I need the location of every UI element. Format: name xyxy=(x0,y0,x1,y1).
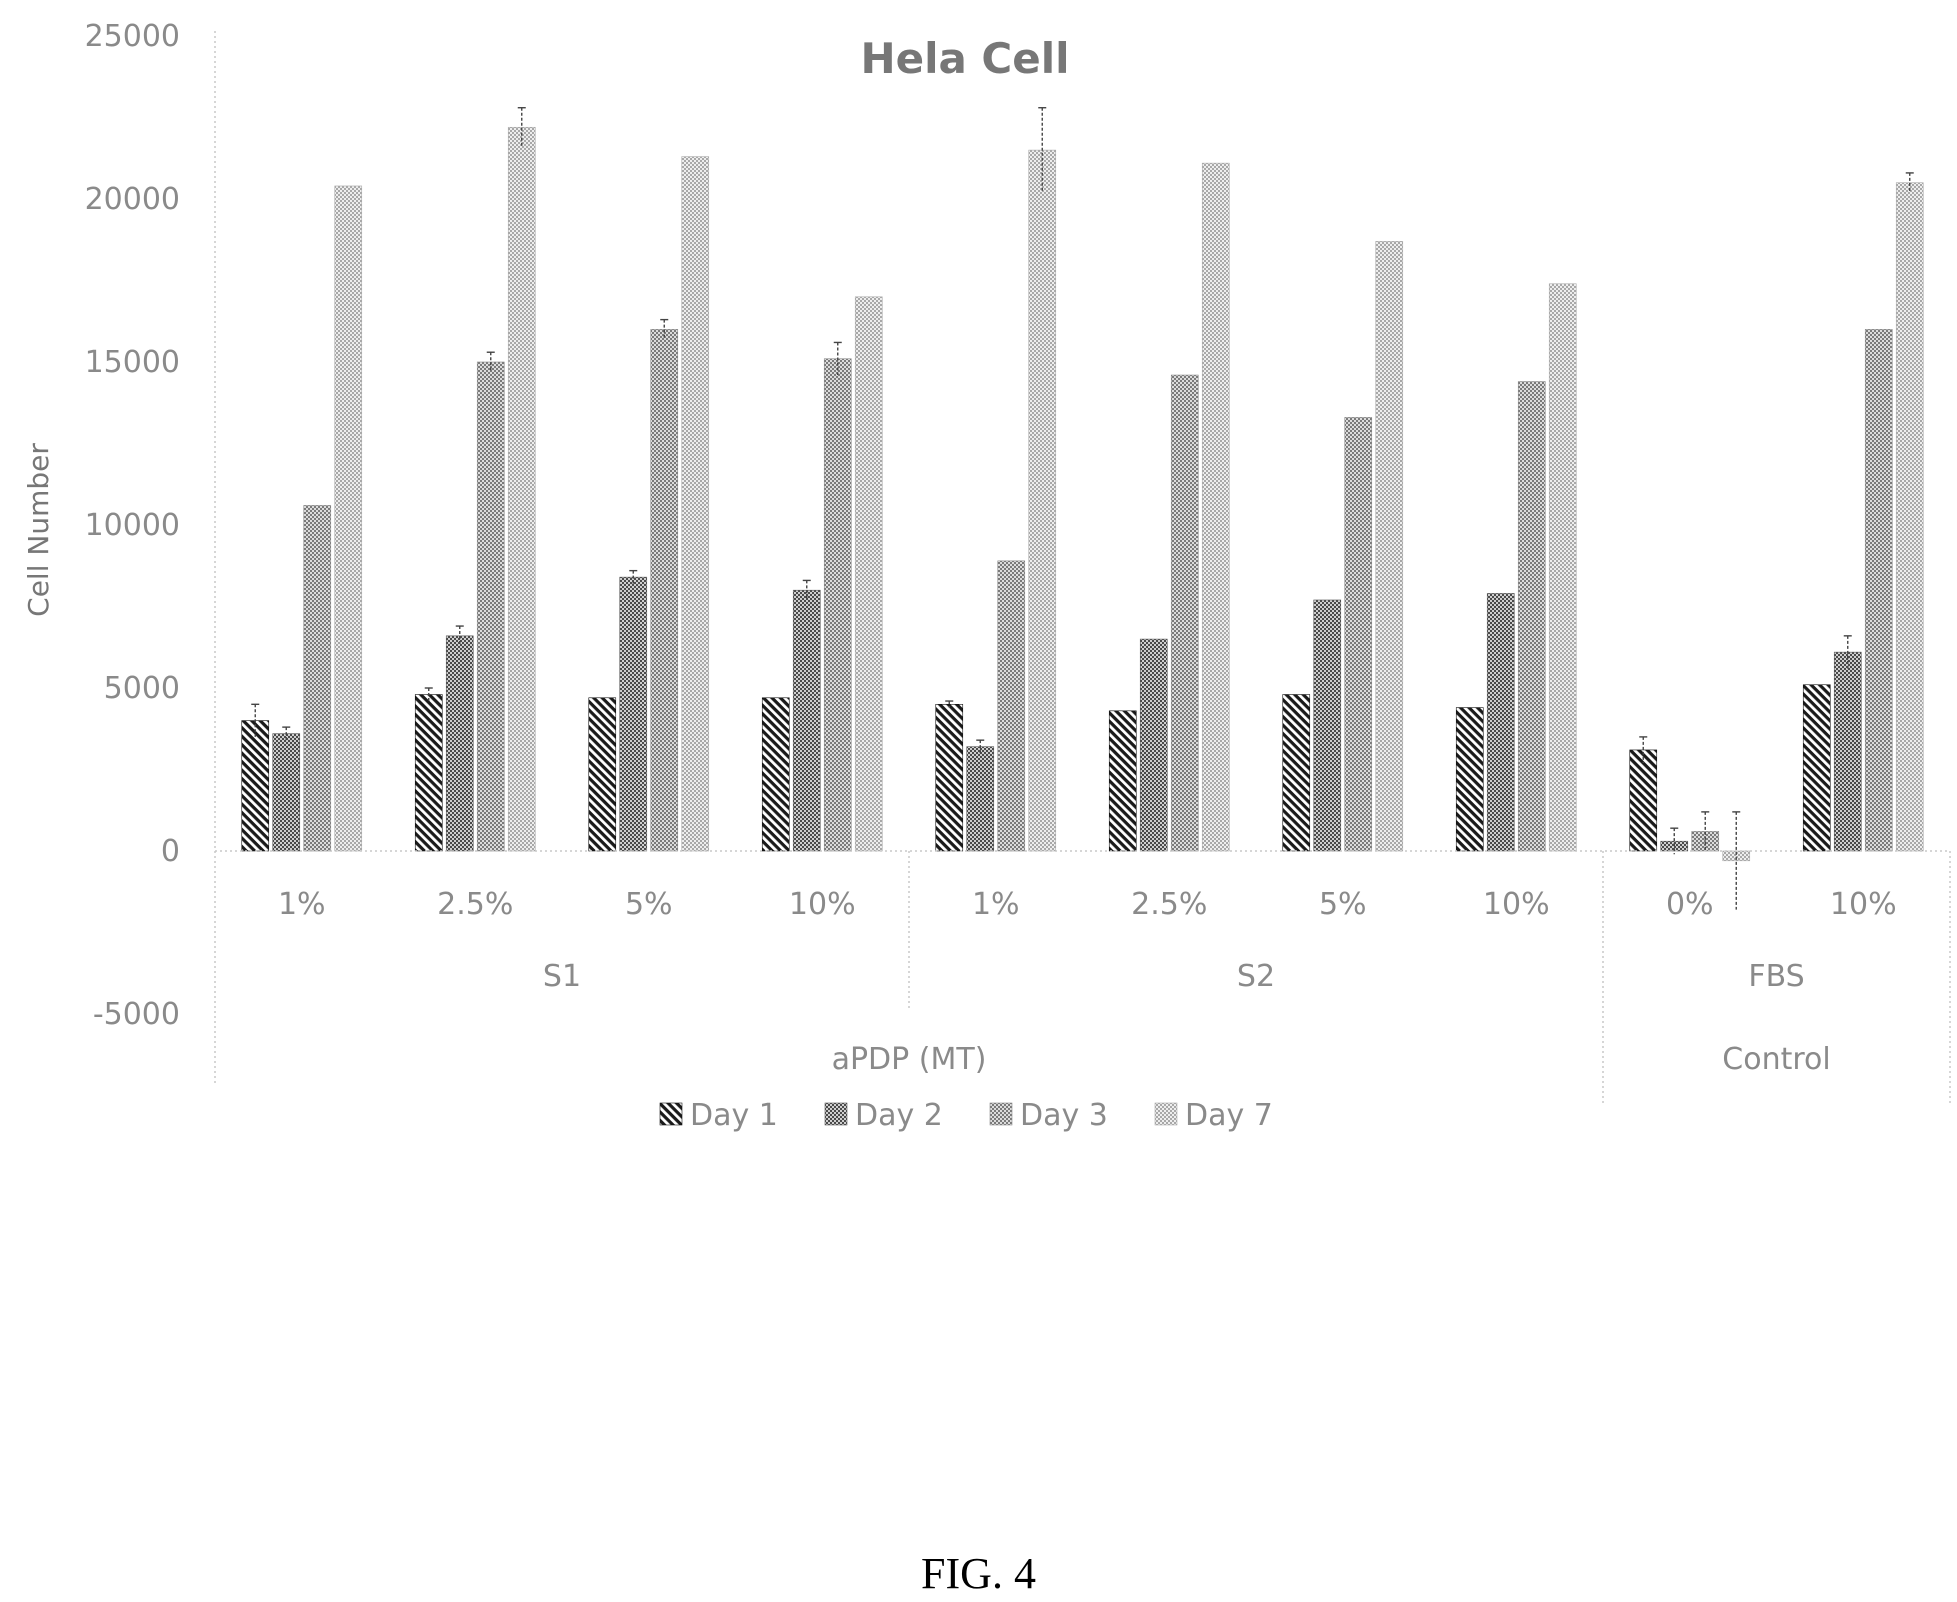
bar-day-7 xyxy=(1895,182,1924,852)
x-category-label: 0% xyxy=(1666,887,1714,922)
bar-day-7 xyxy=(1375,241,1404,852)
legend-entry: Day 7 xyxy=(1185,1098,1273,1133)
y-tick-label: -5000 xyxy=(93,997,180,1032)
legend-swatch xyxy=(1154,1102,1178,1126)
x-category-label: 2.5% xyxy=(437,887,513,922)
bar-day-7 xyxy=(681,156,710,852)
y-tick-label: 25000 xyxy=(85,19,180,54)
bar-day-3 xyxy=(1517,381,1546,852)
bar-day-2 xyxy=(1486,593,1515,852)
y-tick-label: 20000 xyxy=(85,182,180,217)
bar-day-7 xyxy=(1548,283,1577,852)
bar-day-1 xyxy=(935,703,964,852)
legend-swatch xyxy=(824,1102,848,1126)
legend: Day 1 Day 2 Day 3 Day 7 xyxy=(659,1098,1273,1133)
bar-day-1 xyxy=(1802,684,1831,852)
bar-day-2 xyxy=(1313,599,1342,852)
legend-entry: Day 3 xyxy=(1020,1098,1108,1133)
bar-day-2 xyxy=(619,576,648,852)
x-category-label: 5% xyxy=(625,887,673,922)
y-axis-label: Cell Number xyxy=(22,443,55,617)
bar-day-7 xyxy=(334,185,363,852)
bar-day-1 xyxy=(1282,694,1311,852)
bar-day-1 xyxy=(241,720,270,852)
bar-day-3 xyxy=(1344,417,1373,852)
bar-day-1 xyxy=(414,694,443,852)
x-category-label: 10% xyxy=(1483,887,1550,922)
figure-caption: FIG. 4 xyxy=(921,1549,1036,1598)
x-group-label: S1 xyxy=(543,959,581,994)
bar-day-2 xyxy=(966,746,995,852)
bar-day-3 xyxy=(650,329,679,852)
bar-day-3 xyxy=(823,358,852,852)
legend-entry: Day 1 xyxy=(690,1098,778,1133)
bars xyxy=(241,107,1924,910)
x-group-label: FBS xyxy=(1748,959,1804,994)
bar-day-1 xyxy=(1629,749,1658,852)
bar-day-7 xyxy=(854,296,883,852)
x-category-label: 1% xyxy=(972,887,1020,922)
bar-day-3 xyxy=(997,560,1026,852)
chart-title: Hela Cell xyxy=(860,34,1069,83)
bar-day-3 xyxy=(476,361,505,852)
x-category-label: 5% xyxy=(1319,887,1367,922)
bar-day-2 xyxy=(1139,638,1168,852)
bar-day-1 xyxy=(761,697,790,852)
x-group-label: S2 xyxy=(1237,959,1275,994)
bar-day-7 xyxy=(1028,149,1057,852)
bar-day-1 xyxy=(588,697,617,852)
x-category-label: 1% xyxy=(278,887,326,922)
bar-day-2 xyxy=(792,589,821,852)
bar-day-1 xyxy=(1108,710,1137,852)
legend-swatch xyxy=(989,1102,1013,1126)
bar-day-7 xyxy=(507,126,536,852)
x-category-label: 10% xyxy=(789,887,856,922)
y-tick-label: 10000 xyxy=(85,508,180,543)
y-tick-label: 15000 xyxy=(85,345,180,380)
legend-swatch xyxy=(659,1102,683,1126)
y-tick-label: 0 xyxy=(161,834,180,869)
bar-day-3 xyxy=(1170,374,1199,852)
y-tick-label: 5000 xyxy=(104,671,180,706)
x-axis-categories: 1% 2.5% 5% 10% 1% 2.5% 5% 10% 0% 10% S1 S2 FBS aPDP (… xyxy=(215,850,1951,1104)
bar-chart: Hela Cell Cell Number -5000 0 5000 10000 150… xyxy=(22,19,1951,1133)
x-category-label: 10% xyxy=(1830,887,1897,922)
x-supergroup-label: Control xyxy=(1722,1042,1830,1077)
bar-day-3 xyxy=(303,505,332,852)
bar-day-3 xyxy=(1864,329,1893,852)
bar-day-7 xyxy=(1201,162,1230,852)
bar-day-2 xyxy=(272,733,301,852)
bar-day-1 xyxy=(1455,707,1484,852)
bar-day-2 xyxy=(445,635,474,852)
y-axis: -5000 0 5000 10000 15000 20000 25000 xyxy=(85,19,216,1084)
x-supergroup-label: aPDP (MT) xyxy=(832,1042,987,1077)
legend-entry: Day 2 xyxy=(855,1098,943,1133)
bar-day-2 xyxy=(1833,651,1862,852)
x-category-label: 2.5% xyxy=(1131,887,1207,922)
